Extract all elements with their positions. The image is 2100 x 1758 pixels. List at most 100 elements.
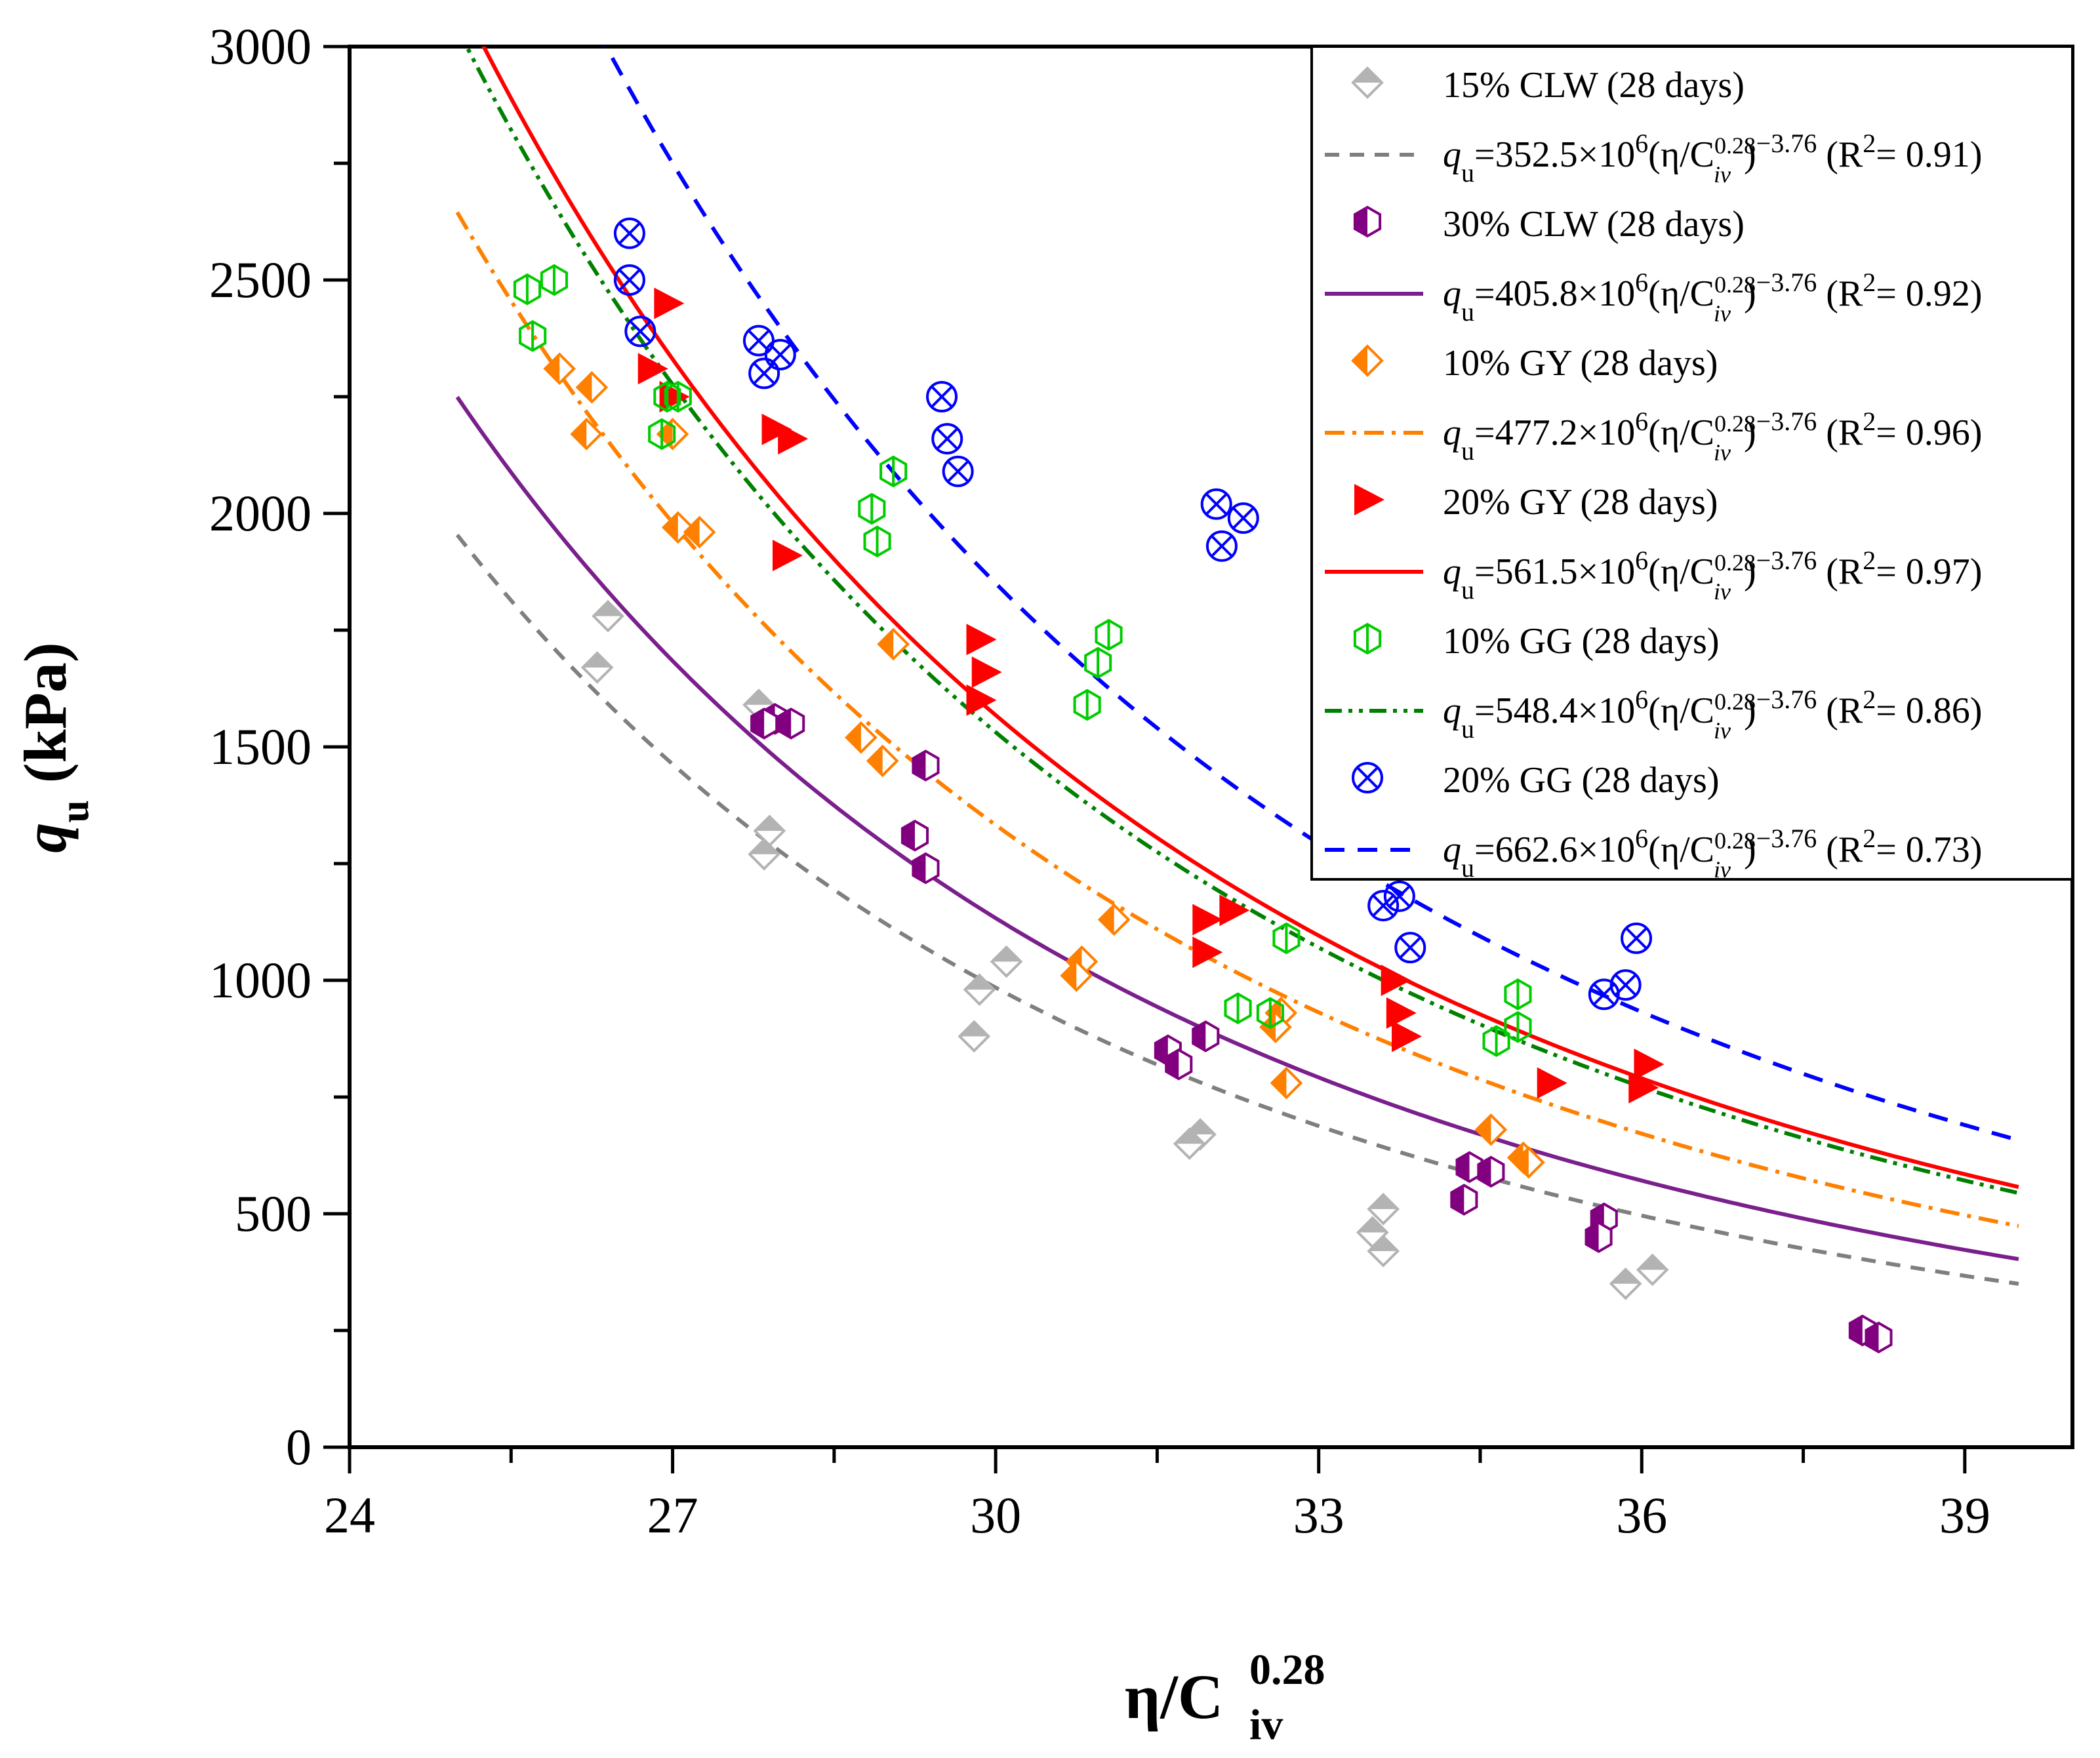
data-point (1192, 904, 1223, 936)
data-point (1865, 1321, 1893, 1354)
data-point (1354, 484, 1384, 515)
data-point (966, 684, 997, 716)
legend-fit-equation: qu=548.4×106(η/C0.28 iv)−3.76 (R2= 0.86) (1443, 685, 1982, 744)
y-tick-label: 0 (286, 1418, 312, 1475)
data-point (1585, 1221, 1613, 1253)
legend-fit-equation: qu=405.8×106(η/C0.28 iv)−3.76 (R2= 0.92) (1443, 268, 1982, 327)
data-point (592, 599, 624, 633)
axis-ticks: 0 500 1000 1500 2000 2500 3000 24 27 30 33 36 39 (209, 18, 1990, 1544)
data-point (1353, 622, 1382, 655)
data-point (742, 325, 775, 357)
data-point (1173, 1127, 1206, 1161)
data-point (1636, 1253, 1669, 1287)
data-point (858, 492, 886, 525)
legend-box (1310, 45, 2074, 881)
data-point (519, 320, 547, 352)
data-point (1192, 1020, 1220, 1052)
x-tick-label: 33 (1293, 1487, 1344, 1544)
data-point (926, 381, 958, 412)
data-point (540, 264, 568, 296)
data-point (1474, 1113, 1508, 1146)
x-axis-title: η/C (1125, 1662, 1224, 1732)
data-point (1609, 969, 1642, 1001)
y-tick-label: 2500 (209, 251, 312, 308)
data-point (912, 852, 940, 885)
legend-series-label: 30% CLW (28 days) (1443, 204, 1745, 245)
fit-curves (455, 47, 2019, 1286)
data-point (1224, 992, 1252, 1025)
x-tick-label: 36 (1616, 1487, 1667, 1544)
data-point (570, 418, 603, 450)
data-point (1383, 880, 1415, 912)
legend-series-label: 10% GY (28 days) (1443, 343, 1718, 384)
data-point (971, 656, 1002, 689)
data-point (777, 708, 805, 740)
data-point (764, 338, 796, 370)
x-tick-label: 27 (647, 1487, 698, 1544)
data-point (1634, 1049, 1665, 1081)
data-point (543, 352, 576, 386)
data-point (1392, 1020, 1423, 1052)
data-point (1205, 530, 1238, 562)
data-point (1165, 1048, 1193, 1081)
data-point (1482, 1025, 1510, 1057)
data-point (1097, 903, 1131, 936)
data-point (863, 525, 891, 558)
data-point (990, 945, 1023, 978)
data-point (761, 413, 792, 445)
data-point (879, 455, 908, 488)
legend-series-label: 10% GG (28 days) (1443, 621, 1719, 662)
data-point (613, 217, 645, 249)
x-tick-label: 24 (324, 1487, 375, 1544)
data-point (1095, 618, 1123, 651)
y-tick-label: 500 (235, 1185, 312, 1242)
legend-fit-equation: qu=561.5×106(η/C0.28 iv)−3.76 (R2= 0.97) (1443, 546, 1982, 605)
y-tick-label: 1000 (209, 951, 312, 1009)
data-point (877, 628, 910, 661)
data-point (1621, 922, 1653, 954)
data-point (912, 749, 940, 782)
x-tick-label: 30 (970, 1487, 1021, 1544)
x-axis-title-sub: iv (1249, 1701, 1283, 1749)
x-tick-label: 39 (1939, 1487, 1990, 1544)
data-point (1504, 978, 1532, 1010)
legend-rows: 15% CLW (28 days) qu=352.5×106(η/C0.28 iv)… (1325, 65, 1982, 883)
y-tick-label: 3000 (209, 18, 312, 75)
data-point (1394, 932, 1426, 964)
data-point (1609, 1267, 1642, 1300)
data-point (1386, 997, 1417, 1029)
data-point (931, 423, 963, 455)
data-point (1084, 647, 1112, 679)
data-point (1367, 1193, 1400, 1226)
y-tick-label: 1500 (209, 718, 312, 775)
data-point (1270, 1066, 1303, 1100)
data-point (1367, 1235, 1400, 1268)
data-point (664, 380, 692, 413)
data-point (1537, 1067, 1567, 1099)
legend-fit-equation: qu=352.5×106(η/C0.28 iv)−3.76 (R2= 0.91) (1443, 129, 1982, 188)
data-point (966, 624, 997, 656)
data-point (624, 315, 656, 348)
data-point (661, 511, 695, 544)
data-point (1352, 762, 1383, 793)
fit-curve (455, 533, 2019, 1286)
data-point (963, 973, 996, 1007)
data-point (654, 287, 685, 319)
data-point (648, 418, 676, 450)
fit-curve (455, 395, 2019, 1262)
data-point (575, 370, 609, 404)
data-point (1073, 689, 1101, 721)
y-tick-label: 2000 (209, 485, 312, 542)
data-point (1504, 1010, 1532, 1043)
legend: 15% CLW (28 days) qu=352.5×106(η/C0.28 iv)… (1310, 45, 2074, 883)
data-point (845, 721, 878, 754)
fit-curve (481, 47, 2019, 1189)
legend-series-label: 15% CLW (28 days) (1443, 65, 1745, 106)
fit-curve (603, 47, 2019, 1142)
data-point (1455, 1151, 1484, 1184)
data-point (1353, 205, 1382, 238)
data-point (1477, 1155, 1505, 1188)
data-point (1367, 890, 1400, 922)
data-point (637, 353, 668, 385)
